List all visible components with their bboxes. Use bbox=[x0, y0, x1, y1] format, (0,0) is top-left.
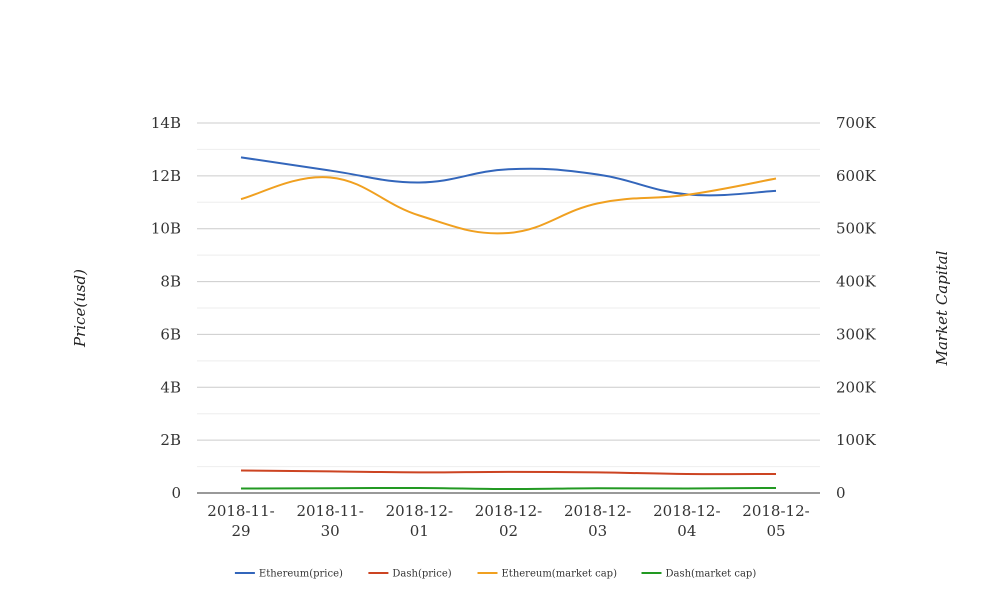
legend-label: Ethereum(price) bbox=[259, 569, 343, 580]
right-axis-title: Market Capital bbox=[933, 250, 951, 366]
left-axis-ticks: 0 2B 4B 6B 8B 10B 12B 14B bbox=[151, 114, 181, 502]
legend: Ethereum(price) Dash(price) Ethereum(marke… bbox=[234, 569, 757, 580]
legend-item: Dash(price) bbox=[368, 569, 452, 580]
x-tick-label: 2018-12-01 bbox=[386, 502, 453, 540]
legend-label: Dash(market cap) bbox=[666, 569, 757, 580]
legend-item: Ethereum(price) bbox=[234, 569, 343, 580]
series-line-dash-market-cap bbox=[240, 486, 777, 491]
x-tick-label: 2018-12-02 bbox=[475, 502, 542, 540]
series-line-dash-price bbox=[240, 469, 777, 476]
left-tick-label: 6B bbox=[160, 325, 181, 343]
legend-label: Ethereum(market cap) bbox=[502, 569, 618, 580]
x-tick-label: 2018-11-29 bbox=[207, 502, 274, 540]
left-tick-label: 0 bbox=[171, 484, 181, 502]
x-tick-label: 2018-12-03 bbox=[564, 502, 631, 540]
legend-item: Dash(market cap) bbox=[641, 569, 757, 580]
right-tick-label: 200K bbox=[836, 378, 877, 396]
right-tick-label: 0 bbox=[836, 484, 846, 502]
left-tick-label: 12B bbox=[151, 167, 181, 185]
right-tick-label: 600K bbox=[836, 167, 877, 185]
right-tick-label: 700K bbox=[836, 114, 877, 132]
legend-item: Ethereum(market cap) bbox=[477, 569, 618, 580]
x-tick-label: 2018-12-05 bbox=[742, 502, 809, 540]
left-tick-label: 4B bbox=[160, 378, 181, 396]
right-tick-label: 100K bbox=[836, 431, 877, 449]
right-axis-ticks: 0 100K 200K 300K 400K 500K 600K 700K bbox=[836, 114, 877, 502]
right-tick-label: 400K bbox=[836, 273, 877, 291]
x-axis-ticks: 2018-11-29 2018-11-30 2018-12-01 2018-12-02… bbox=[207, 502, 809, 540]
left-tick-label: 14B bbox=[151, 114, 181, 132]
series-line-ethereum-market-cap bbox=[240, 176, 777, 235]
left-axis-title: Price(usd) bbox=[71, 269, 89, 348]
left-tick-label: 2B bbox=[160, 431, 181, 449]
left-tick-label: 8B bbox=[160, 273, 181, 291]
x-tick-label: 2018-11-30 bbox=[296, 502, 363, 540]
legend-label: Dash(price) bbox=[392, 569, 451, 580]
series-lines bbox=[240, 156, 777, 491]
right-tick-label: 500K bbox=[836, 220, 877, 238]
left-tick-label: 10B bbox=[151, 220, 181, 238]
x-tick-label: 2018-12-04 bbox=[653, 502, 720, 540]
grid-lines bbox=[197, 122, 820, 468]
right-tick-label: 300K bbox=[836, 325, 877, 343]
